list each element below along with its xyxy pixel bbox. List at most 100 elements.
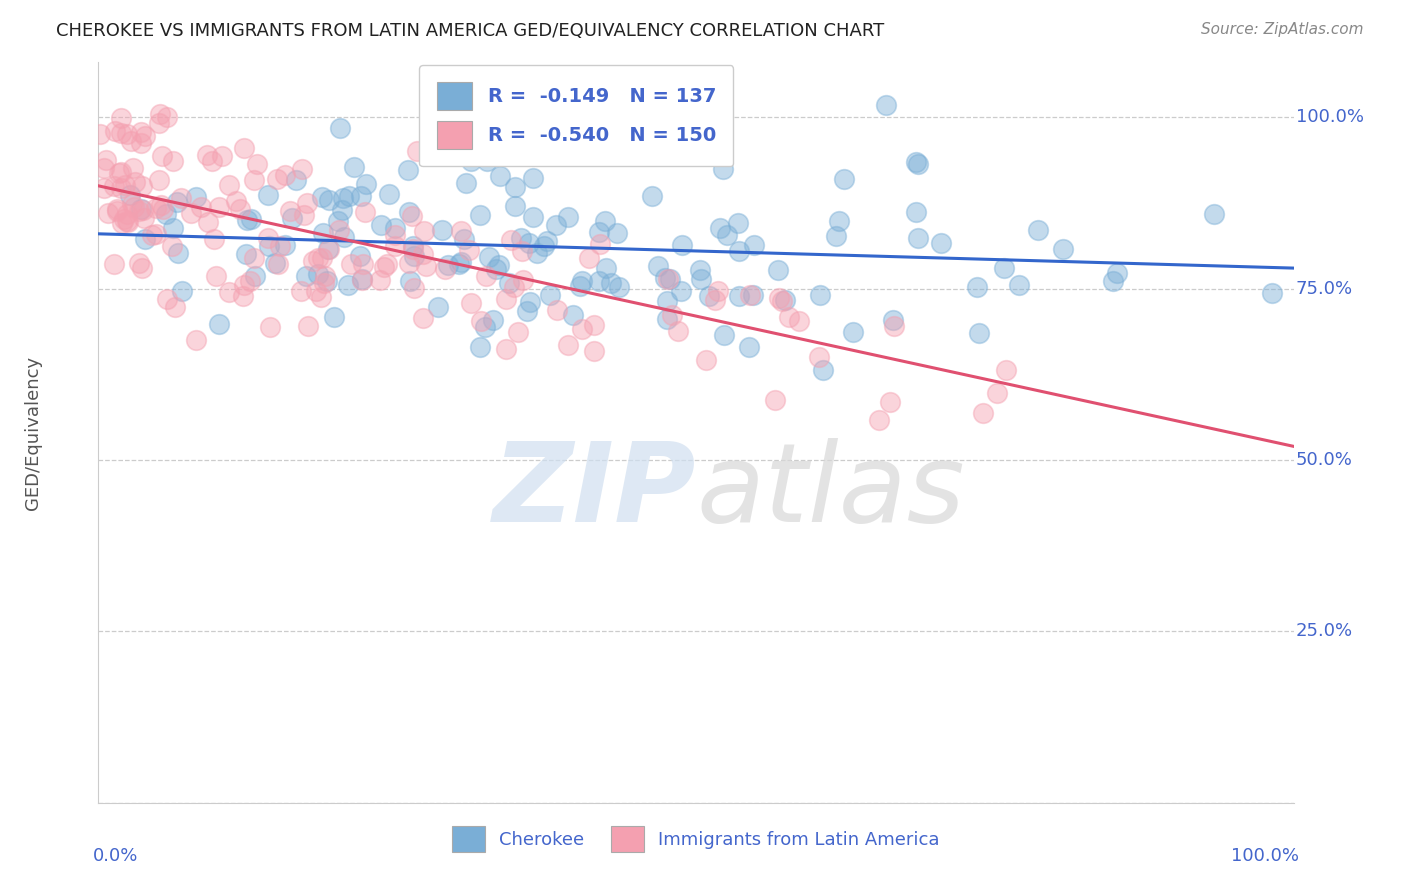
Point (218, 178, 240, 192)
Point (728, 244, 751, 259)
Point (474, 268, 496, 283)
Point (995, 363, 1018, 377)
Text: ZIP: ZIP (492, 438, 696, 545)
Point (709, 221, 731, 235)
Point (508, 325, 530, 339)
Text: CHEROKEE VS IMMIGRANTS FROM LATIN AMERICA GED/EQUIVALENCY CORRELATION CHART: CHEROKEE VS IMMIGRANTS FROM LATIN AMERIC… (56, 22, 884, 40)
Point (447, 257, 470, 271)
Point (128, 203, 150, 218)
Point (503, 279, 526, 293)
Point (824, 228, 846, 243)
Point (832, 171, 855, 186)
Point (152, 202, 174, 217)
Point (370, 273, 392, 287)
Point (828, 214, 851, 228)
Point (375, 257, 398, 271)
Point (292, 208, 315, 222)
Point (450, 254, 472, 268)
Point (229, 202, 252, 216)
Point (436, 258, 458, 272)
Point (763, 392, 786, 407)
Point (131, 179, 153, 194)
Point (689, 262, 711, 277)
Point (695, 352, 717, 367)
Point (907, 231, 929, 245)
Point (132, 211, 155, 225)
Point (236, 212, 259, 227)
Point (485, 262, 508, 277)
Point (110, 112, 132, 126)
Point (546, 303, 568, 318)
Point (110, 181, 132, 195)
Point (1008, 278, 1031, 293)
Point (868, 413, 890, 427)
Point (716, 228, 738, 243)
Point (332, 229, 354, 244)
Point (412, 247, 434, 261)
Text: 100.0%: 100.0% (1232, 847, 1299, 865)
Point (538, 288, 561, 302)
Point (468, 340, 491, 354)
Point (378, 187, 401, 202)
Point (257, 239, 280, 253)
Point (557, 337, 579, 351)
Point (184, 190, 207, 204)
Point (503, 199, 526, 213)
Point (243, 251, 266, 265)
Point (478, 250, 501, 264)
Point (470, 209, 492, 223)
Point (495, 292, 517, 306)
Point (401, 209, 423, 223)
Point (197, 215, 219, 229)
Point (526, 245, 548, 260)
Point (517, 236, 540, 251)
Point (384, 220, 406, 235)
Point (290, 284, 312, 298)
Text: 0.0%: 0.0% (93, 847, 138, 865)
Point (647, 259, 669, 273)
Point (454, 176, 477, 190)
Point (150, 149, 173, 163)
Point (232, 141, 254, 155)
Point (350, 189, 373, 203)
Point (297, 318, 319, 333)
Point (370, 218, 392, 232)
Point (97, 206, 120, 220)
Point (225, 194, 247, 208)
Point (907, 157, 929, 171)
Point (522, 210, 544, 224)
Point (332, 202, 354, 217)
Point (519, 295, 541, 310)
Point (273, 168, 295, 182)
Point (415, 259, 437, 273)
Point (202, 232, 225, 246)
Point (104, 124, 127, 138)
Point (582, 318, 605, 332)
Point (516, 304, 538, 318)
Point (291, 162, 314, 177)
Point (257, 188, 280, 202)
Point (352, 257, 374, 271)
Point (318, 193, 340, 207)
Point (929, 235, 952, 250)
Point (316, 273, 339, 287)
Point (595, 261, 617, 276)
Point (883, 318, 905, 333)
Point (149, 107, 172, 121)
Point (103, 178, 125, 193)
Point (245, 268, 267, 283)
Point (118, 188, 141, 202)
Point (150, 198, 173, 212)
Point (738, 287, 761, 301)
Point (257, 231, 280, 245)
Point (384, 227, 406, 242)
Point (775, 293, 797, 307)
Point (337, 277, 360, 292)
Point (148, 116, 170, 130)
Point (600, 277, 623, 291)
Point (766, 263, 789, 277)
Point (972, 407, 994, 421)
Point (328, 223, 350, 237)
Text: 100.0%: 100.0% (1296, 108, 1364, 127)
Point (434, 262, 457, 277)
